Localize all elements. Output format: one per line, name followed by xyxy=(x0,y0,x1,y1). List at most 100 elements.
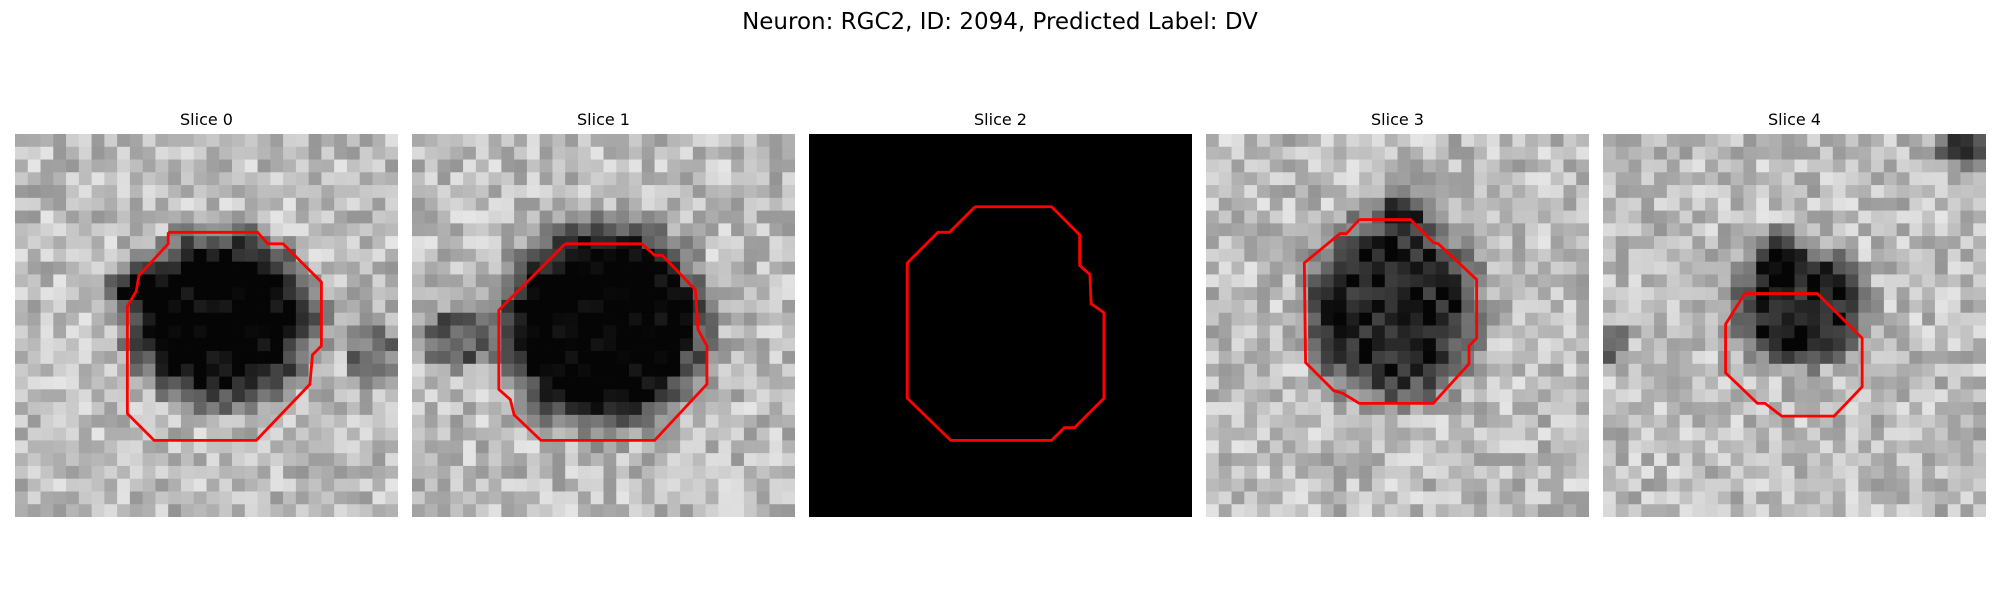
pixel-cell xyxy=(1820,223,1834,237)
pixel-cell xyxy=(1576,491,1589,505)
pixel-cell xyxy=(308,504,322,517)
pixel-cell xyxy=(40,376,54,390)
pixel-cell xyxy=(514,465,528,480)
pixel-cell xyxy=(1563,197,1577,211)
pixel-cell xyxy=(40,389,54,403)
pixel-cell xyxy=(40,197,54,211)
pixel-cell xyxy=(1282,351,1296,365)
pixel-cell xyxy=(616,172,630,186)
pixel-cell xyxy=(590,185,604,199)
pixel-cell xyxy=(1730,478,1744,492)
pixel-cell xyxy=(1883,261,1898,275)
pixel-cell xyxy=(1909,363,1923,377)
pixel-cell xyxy=(718,172,732,186)
pixel-cell xyxy=(1603,159,1617,173)
pixel-cell xyxy=(206,185,220,199)
pixel-cell xyxy=(346,504,361,517)
pixel-cell xyxy=(142,299,156,314)
pixel-cell xyxy=(270,261,284,275)
pixel-cell xyxy=(1922,491,1936,505)
pixel-cell xyxy=(1603,172,1617,186)
pixel-cell xyxy=(1231,376,1245,390)
pixel-cell xyxy=(1820,172,1834,186)
pixel-cell xyxy=(1922,159,1936,173)
pixel-cell xyxy=(501,453,515,467)
pixel-cell xyxy=(270,159,284,173)
pixel-cell xyxy=(1820,210,1834,224)
pixel-cell xyxy=(1615,197,1629,211)
pixel-cell xyxy=(372,134,386,148)
pixel-cell xyxy=(372,236,386,250)
pixel-cell xyxy=(1397,172,1411,186)
pixel-cell xyxy=(641,465,655,480)
pixel-cell xyxy=(206,440,220,454)
pixel-cell xyxy=(603,172,617,186)
pixel-cell xyxy=(1486,504,1501,517)
pixel-cell xyxy=(232,440,246,454)
pixel-cell xyxy=(1883,491,1898,505)
pixel-cell xyxy=(590,210,604,224)
pixel-cell xyxy=(1218,478,1232,492)
pixel-cell xyxy=(295,236,310,250)
pixel-cell xyxy=(1845,185,1859,199)
pixel-cell xyxy=(756,351,770,365)
pixel-cell xyxy=(40,414,54,429)
pixel-cell xyxy=(334,465,348,480)
pixel-cell xyxy=(590,197,604,211)
pixel-cell xyxy=(424,453,438,467)
pixel-cell xyxy=(629,197,643,211)
pixel-cell xyxy=(590,287,604,301)
pixel-cell xyxy=(1934,197,1949,211)
pixel-cell xyxy=(334,185,348,199)
pixel-cell xyxy=(321,338,335,352)
pixel-cell xyxy=(1883,134,1898,148)
pixel-cell xyxy=(1576,146,1589,160)
pixel-cell xyxy=(1550,134,1564,148)
pixel-cell xyxy=(168,299,182,314)
pixel-cell xyxy=(1563,312,1577,326)
pixel-cell xyxy=(577,274,592,288)
pixel-cell xyxy=(1423,465,1437,480)
pixel-cell xyxy=(1499,287,1513,301)
pixel-cell xyxy=(1244,248,1258,263)
pixel-cell xyxy=(1550,312,1564,326)
pixel-cell xyxy=(782,351,795,365)
pixel-cell xyxy=(577,414,592,429)
pixel-cell xyxy=(629,414,643,429)
pixel-cell xyxy=(1641,146,1655,160)
pixel-cell xyxy=(1397,185,1411,199)
pixel-cell xyxy=(1486,389,1501,403)
pixel-cell xyxy=(603,389,617,403)
pixel-cell xyxy=(1295,197,1309,211)
pixel-cell xyxy=(1218,287,1232,301)
pixel-cell xyxy=(1218,491,1232,505)
pixel-cell xyxy=(1743,402,1757,416)
pixel-cell xyxy=(1576,325,1589,339)
pixel-cell xyxy=(1295,185,1309,199)
pixel-cell xyxy=(514,325,528,339)
pixel-cell xyxy=(155,402,169,416)
pixel-cell xyxy=(1576,197,1589,211)
pixel-cell xyxy=(180,478,195,492)
pixel-cell xyxy=(756,453,770,467)
pixel-cell xyxy=(731,427,745,441)
pixel-cell xyxy=(552,159,566,173)
pixel-cell xyxy=(66,491,80,505)
contour-outline xyxy=(1724,292,1864,418)
pixel-cell xyxy=(680,402,694,416)
pixel-cell xyxy=(232,351,246,365)
pixel-cell xyxy=(1295,478,1309,492)
pixel-cell xyxy=(91,351,105,365)
pixel-cell xyxy=(1781,159,1795,173)
pixel-cell xyxy=(1397,389,1411,403)
pixel-cell xyxy=(463,261,477,275)
pixel-cell xyxy=(1308,287,1322,301)
pixel-cell xyxy=(1410,351,1424,365)
pixel-cell xyxy=(206,134,220,148)
pixel-cell xyxy=(359,248,373,263)
pixel-cell xyxy=(1654,504,1668,517)
pixel-cell xyxy=(257,478,271,492)
pixel-cell xyxy=(1794,453,1808,467)
pixel-cell xyxy=(1359,389,1373,403)
pixel-cell xyxy=(692,146,707,160)
